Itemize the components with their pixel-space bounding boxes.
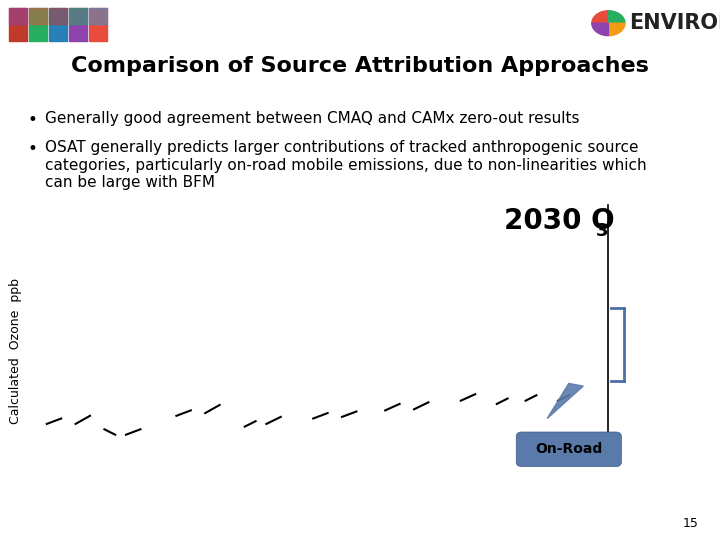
- Bar: [69, 8, 87, 24]
- Bar: [89, 8, 107, 24]
- Bar: [69, 8, 87, 40]
- Polygon shape: [608, 11, 625, 23]
- Bar: [29, 8, 47, 24]
- Polygon shape: [547, 383, 583, 418]
- Text: OSAT generally predicts larger contributions of tracked anthropogenic source
cat: OSAT generally predicts larger contribut…: [45, 140, 647, 190]
- Bar: [49, 8, 67, 40]
- Text: ENVIRON: ENVIRON: [629, 13, 720, 33]
- Text: •: •: [27, 140, 37, 158]
- Text: 3: 3: [596, 222, 608, 240]
- Polygon shape: [592, 23, 608, 36]
- Text: Generally good agreement between CMAQ and CAMx zero-out results: Generally good agreement between CMAQ an…: [45, 111, 580, 126]
- Text: •: •: [27, 111, 37, 129]
- Text: On-Road: On-Road: [535, 442, 603, 456]
- Text: Comparison of Source Attribution Approaches: Comparison of Source Attribution Approac…: [71, 56, 649, 76]
- Bar: [49, 8, 67, 24]
- Text: Calculated  Ozone  ppb: Calculated Ozone ppb: [9, 278, 22, 424]
- Polygon shape: [592, 11, 608, 23]
- Bar: [29, 8, 47, 40]
- Bar: [9, 8, 27, 40]
- FancyBboxPatch shape: [516, 432, 621, 467]
- Bar: [89, 8, 107, 40]
- Bar: [9, 8, 27, 24]
- Polygon shape: [608, 23, 625, 36]
- Text: 2030 O: 2030 O: [504, 207, 615, 235]
- Text: 15: 15: [683, 517, 698, 530]
